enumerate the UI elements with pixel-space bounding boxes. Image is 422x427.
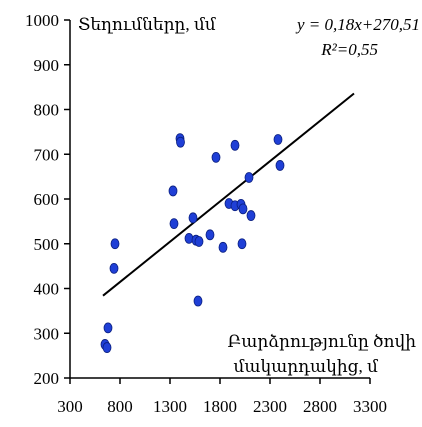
data-point	[230, 139, 240, 151]
trend-equation: y = 0,18x+270,51	[295, 15, 420, 34]
data-point	[103, 322, 113, 334]
y-tick-label: 400	[34, 280, 60, 299]
data-point	[238, 203, 248, 215]
y-tick-label: 700	[34, 145, 60, 164]
y-tick-label: 800	[34, 101, 60, 120]
y-tick-label: 300	[34, 324, 60, 343]
x-tick-label: 1300	[153, 397, 187, 416]
data-point	[193, 295, 203, 307]
x-tick-label: 1800	[203, 397, 237, 416]
x-tick-label: 2300	[253, 397, 287, 416]
data-point	[169, 218, 179, 230]
x-tick-label: 3300	[353, 397, 387, 416]
y-tick-label: 900	[34, 56, 60, 75]
r-squared: R²=0,55	[320, 40, 378, 59]
data-point	[244, 172, 254, 183]
x-axis-label-line2: մակարդակից, մ	[233, 357, 379, 376]
data-point	[211, 151, 221, 163]
data-point	[194, 236, 204, 247]
data-point	[246, 210, 256, 221]
data-point	[109, 262, 119, 274]
data-points	[100, 133, 285, 353]
x-axis-label-line1: Բարձրությունը ծովի	[227, 332, 416, 351]
x-tick-label: 2800	[303, 397, 337, 416]
y-tick-label: 500	[34, 235, 60, 254]
data-point	[218, 241, 228, 253]
data-point	[110, 238, 120, 250]
annotations: Տեղումները, մմ y = 0,18x+270,51 R²=0,55 …	[78, 15, 420, 376]
data-point	[102, 342, 112, 353]
y-tick-label: 200	[34, 369, 60, 388]
data-point	[176, 136, 185, 148]
x-tick-label: 800	[107, 397, 133, 416]
data-point	[168, 185, 178, 197]
data-point	[188, 212, 198, 224]
axes: 200 300 400 500 600 700 800 900 1000 300 800 1300 18…	[25, 11, 387, 416]
data-point	[275, 160, 285, 171]
y-axis-label: Տեղումները, մմ	[78, 15, 217, 34]
y-tick-label: 600	[34, 190, 60, 209]
x-tick-label: 300	[57, 397, 83, 416]
data-point	[184, 232, 194, 244]
trendline-group	[102, 92, 355, 297]
trendline	[102, 92, 355, 297]
data-point	[205, 229, 215, 241]
y-tick-label: 1000	[25, 11, 59, 30]
data-point	[273, 134, 283, 145]
data-point	[237, 238, 247, 250]
